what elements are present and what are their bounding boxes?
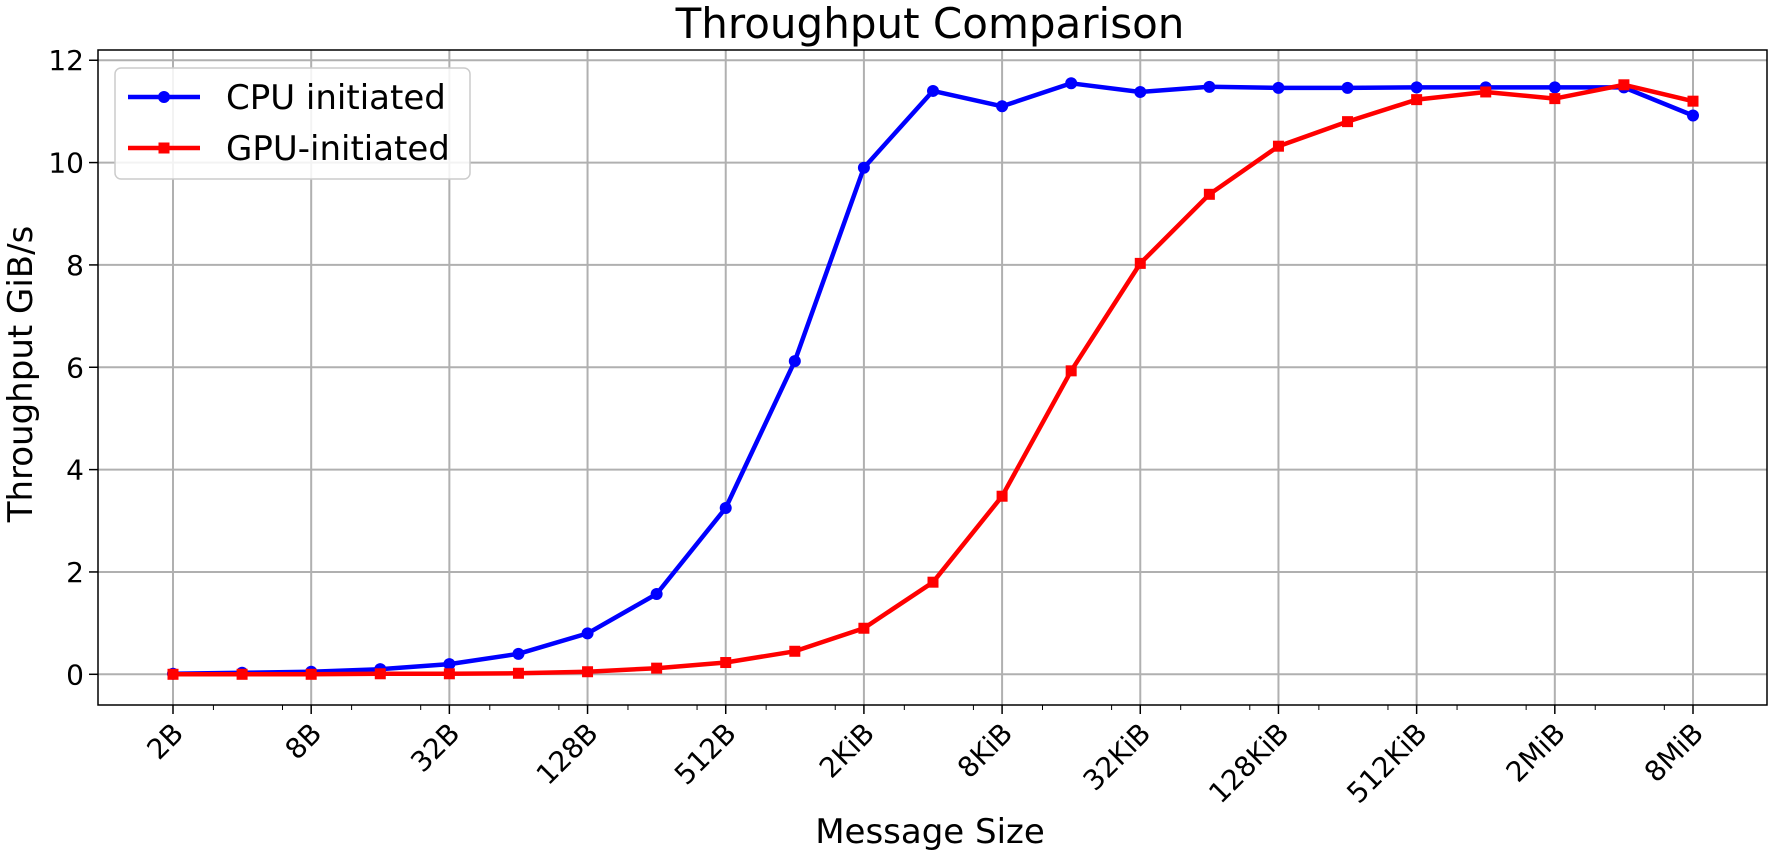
data-point <box>719 501 732 514</box>
legend: CPU initiated GPU-initiated <box>114 67 471 180</box>
data-point <box>1134 257 1146 269</box>
data-point <box>1134 85 1147 98</box>
data-point <box>305 668 317 680</box>
data-point <box>996 100 1009 113</box>
data-point <box>581 627 594 640</box>
data-point <box>650 587 663 600</box>
y-tick-label: 12 <box>48 44 84 77</box>
data-point <box>1272 140 1284 152</box>
data-point <box>1065 365 1077 377</box>
data-point <box>236 668 248 680</box>
data-point <box>1618 79 1630 91</box>
y-tick-label: 10 <box>48 147 84 180</box>
legend-box <box>114 67 471 180</box>
data-point <box>788 355 801 368</box>
legend-marker <box>158 142 170 154</box>
data-point <box>512 667 524 679</box>
data-point <box>582 666 594 678</box>
legend-marker <box>158 91 170 103</box>
data-point <box>1480 86 1492 98</box>
data-point <box>1687 95 1699 107</box>
plot-frame <box>97 49 1768 706</box>
data-point <box>443 668 455 680</box>
data-point <box>927 576 939 588</box>
legend-item: GPU-initiated <box>128 129 450 169</box>
data-point <box>1065 77 1078 90</box>
series-layer <box>167 77 1699 680</box>
chart-title: Throughput Comparison <box>675 0 1185 48</box>
data-point <box>720 657 732 669</box>
data-point <box>1410 81 1423 94</box>
y-axis-label: Throughput GiB/s <box>1 226 41 524</box>
y-tick-label: 6 <box>66 351 84 384</box>
data-point <box>443 658 456 671</box>
y-tick-label: 0 <box>66 658 84 691</box>
data-point <box>1341 81 1354 94</box>
data-point <box>1272 81 1285 94</box>
y-tick-label: 4 <box>66 454 84 487</box>
legend-label: CPU initiated <box>226 78 446 118</box>
data-point <box>1342 116 1354 128</box>
data-point <box>1203 188 1215 200</box>
series-gpu-initiated <box>167 79 1699 680</box>
legend-item: CPU initiated <box>128 78 446 118</box>
y-tick-label: 8 <box>66 249 84 282</box>
data-point <box>789 645 801 657</box>
data-point <box>858 622 870 634</box>
legend-label: GPU-initiated <box>226 129 450 169</box>
data-point <box>927 84 939 97</box>
data-point <box>374 668 386 680</box>
data-point <box>512 647 525 660</box>
data-point <box>651 662 663 674</box>
data-point <box>857 161 870 174</box>
data-point <box>1203 80 1216 93</box>
data-point <box>1549 93 1561 105</box>
x-axis-label: Message Size <box>815 812 1045 852</box>
data-point <box>1411 94 1423 106</box>
y-tick-label: 2 <box>66 556 84 589</box>
data-point <box>1548 81 1561 94</box>
data-point <box>167 668 179 680</box>
data-point <box>996 490 1008 502</box>
data-point <box>1687 109 1699 122</box>
